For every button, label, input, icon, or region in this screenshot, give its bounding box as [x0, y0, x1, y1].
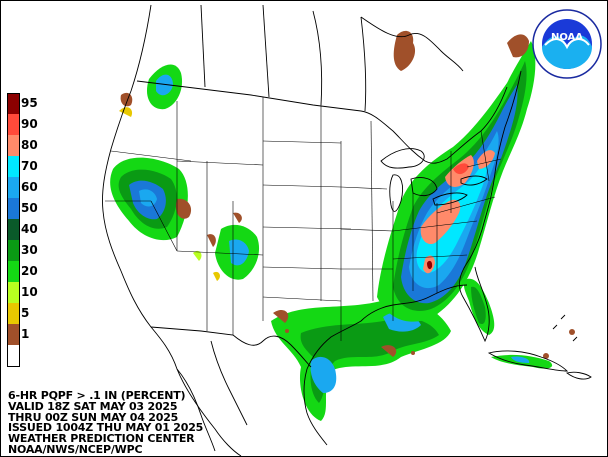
- legend-swatch: [7, 345, 20, 367]
- legend-swatch: [7, 282, 20, 303]
- legend-label: 50: [21, 201, 38, 215]
- probability-legend: 95 90 80 70 60 50 40 30 20 10 5 1: [6, 93, 46, 367]
- legend-item: 80: [6, 135, 46, 156]
- precip-shading: [110, 30, 575, 421]
- legend-label: 70: [21, 159, 38, 173]
- great-lakes: [380, 148, 425, 169]
- legend-item: 1: [6, 324, 46, 345]
- legend-label: 5: [21, 306, 30, 320]
- gulf-coast: [303, 284, 468, 446]
- legend-swatch: [7, 177, 20, 198]
- legend-item: 70: [6, 156, 46, 177]
- caption-thru: THRU 00Z SUN MAY 04 2025: [8, 410, 179, 424]
- legend-swatch: [7, 93, 20, 115]
- legend-item: 60: [6, 177, 46, 198]
- legend-swatch: [7, 240, 20, 261]
- caption-agency: NOAA/NWS/NCEP/WPC: [8, 442, 143, 456]
- precip-high-prob-1: [420, 199, 461, 245]
- legend-item: 40: [6, 219, 46, 240]
- legend-swatch: [7, 135, 20, 156]
- map-caption: 6-HR PQPF > .1 IN (PERCENT) VALID 18Z SA…: [8, 389, 204, 456]
- legend-label: 90: [21, 117, 38, 131]
- legend-label: 30: [21, 243, 38, 257]
- legend-swatch: [7, 303, 20, 324]
- legend-label: 40: [21, 222, 38, 236]
- east-coast: [459, 70, 522, 343]
- legend-label: 60: [21, 180, 38, 194]
- legend-item: 50: [6, 198, 46, 219]
- map-boundaries: [102, 4, 592, 456]
- caption-valid: VALID 18Z SAT MAY 03 2025: [8, 399, 178, 413]
- caption-product: 6-HR PQPF > .1 IN (PERCENT): [8, 389, 186, 402]
- legend-swatch: [7, 114, 20, 135]
- legend-swatch: [7, 324, 20, 345]
- legend-label: 80: [21, 138, 38, 152]
- caption-issued: ISSUED 1004Z THU MAY 01 2025: [8, 421, 204, 435]
- legend-label: 10: [21, 285, 38, 299]
- legend-item: 10: [6, 282, 46, 303]
- legend-swatch: [7, 156, 20, 177]
- logo-text: NOAA: [551, 32, 583, 43]
- west-coast: [102, 4, 242, 456]
- legend-item: 30: [6, 240, 46, 261]
- cuba: [487, 350, 569, 372]
- legend-item: [6, 345, 46, 367]
- noaa-logo-icon: NOAA: [532, 9, 602, 79]
- legend-swatch: [7, 261, 20, 282]
- canada-border: [136, 80, 508, 164]
- legend-item: 20: [6, 261, 46, 282]
- mexico-border: [150, 326, 312, 368]
- legend-item: 90: [6, 114, 46, 135]
- caption-center: WEATHER PREDICTION CENTER: [8, 432, 195, 446]
- legend-label: 1: [21, 327, 30, 341]
- state-lines: [105, 97, 502, 341]
- legend-label: 95: [21, 96, 38, 110]
- legend-label: 20: [21, 264, 38, 278]
- legend-swatch: [7, 219, 20, 240]
- legend-item: 95: [6, 93, 46, 115]
- legend-swatch: [7, 198, 20, 219]
- legend-item: 5: [6, 303, 46, 324]
